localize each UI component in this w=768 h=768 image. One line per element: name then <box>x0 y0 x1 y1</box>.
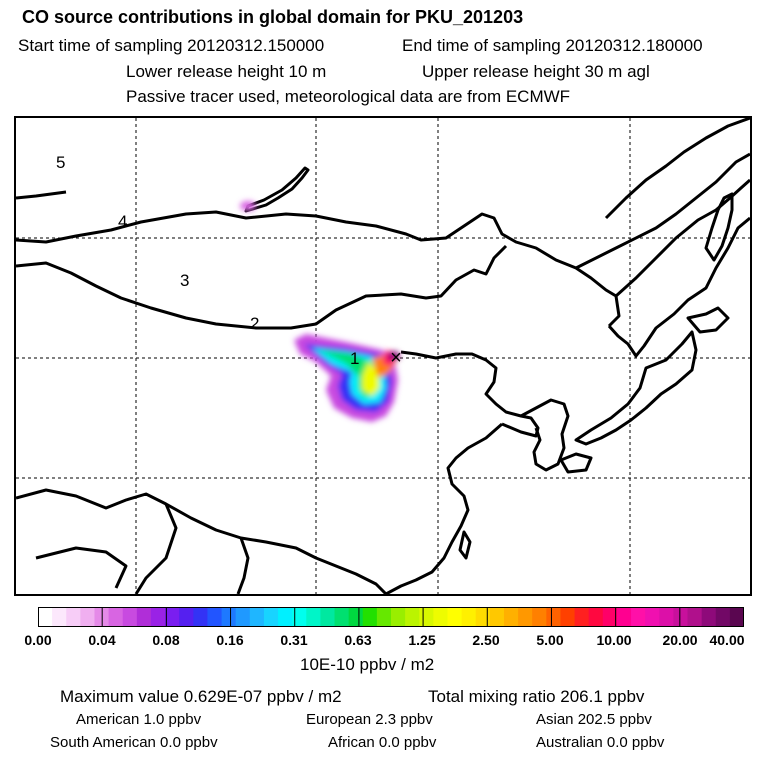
colorbar-tick-8: 5.00 <box>536 632 564 648</box>
trajectory-label-4: 4 <box>118 212 127 231</box>
release-site-marker: × <box>390 347 402 369</box>
map-svg: × 1 2 3 4 5 <box>16 118 750 594</box>
colorbar-cell <box>588 607 604 627</box>
colorbar-cell <box>518 607 533 627</box>
footprint-plume <box>240 201 400 422</box>
colorbar-cell <box>532 607 547 627</box>
upper-release-label: Upper release height 30 m agl <box>422 62 650 81</box>
colorbar-cell <box>235 607 251 627</box>
colorbar-cell <box>348 607 364 627</box>
colorbar <box>38 607 745 627</box>
colorbar-border <box>38 607 744 627</box>
colorbar-cell <box>334 607 350 627</box>
colorbar-cell <box>687 607 703 627</box>
colorbar-cell <box>729 607 745 627</box>
african-contribution: African 0.0 ppbv <box>328 734 437 751</box>
asian-contribution: Asian 202.5 ppbv <box>536 711 652 728</box>
colorbar-cell <box>419 607 434 627</box>
map-panel: × 1 2 3 4 5 <box>14 116 752 596</box>
trajectory-label-5: 5 <box>56 153 65 172</box>
colorbar-cell <box>165 607 180 627</box>
colorbar-cell <box>179 607 194 627</box>
colorbar-cell <box>645 607 660 627</box>
colorbar-cell <box>306 607 321 627</box>
colorbar-tick-6: 1.25 <box>408 632 436 648</box>
colorbar-cell <box>715 607 731 627</box>
trajectory-label-2: 2 <box>250 314 259 333</box>
colorbar-cell <box>193 607 208 627</box>
colorbar-tick-4: 0.31 <box>280 632 308 648</box>
lower-release-label: Lower release height 10 m <box>126 62 327 81</box>
colorbar-cell <box>108 607 124 627</box>
colorbar-cell <box>278 607 293 627</box>
colorbar-cell <box>136 607 152 627</box>
australian-contribution: Australian 0.0 ppbv <box>536 734 665 751</box>
tracer-label: Passive tracer used, meteorological data… <box>126 87 571 106</box>
colorbar-cell <box>38 607 53 627</box>
colorbar-cell <box>405 607 420 627</box>
colorbar-cell <box>391 607 406 627</box>
colorbar-cell <box>80 607 95 627</box>
colorbar-cell <box>631 607 646 627</box>
colorbar-tick-7: 2.50 <box>472 632 500 648</box>
colorbar-cell <box>503 607 519 627</box>
map-title: CO source contributions in global domain… <box>22 7 524 27</box>
colorbar-tick-0: 0.00 <box>24 632 52 648</box>
colorbar-cell <box>263 607 279 627</box>
max-value-label: Maximum value 0.629E-07 ppbv / m2 <box>60 687 342 706</box>
colorbar-cell <box>362 607 378 627</box>
start-time-label: Start time of sampling 20120312.150000 <box>18 36 325 55</box>
colorbar-cell <box>602 607 618 627</box>
colorbar-cell <box>150 607 166 627</box>
colorbar-cell <box>249 607 265 627</box>
colorbar-cell <box>122 607 138 627</box>
colorbar-tick-3: 0.16 <box>216 632 244 648</box>
colorbar-cell <box>574 607 590 627</box>
colorbar-cell <box>66 607 81 627</box>
trajectory-label-1: 1 <box>350 349 359 368</box>
colorbar-tick-9: 10.00 <box>596 632 632 648</box>
colorbar-cell <box>701 607 717 627</box>
colorbar-cell <box>560 607 576 627</box>
colorbar-cell <box>546 607 561 627</box>
colorbar-tick-2: 0.08 <box>152 632 180 648</box>
colorbar-cell <box>433 607 448 627</box>
trajectory-labels: 1 2 3 4 5 <box>56 153 359 368</box>
colorbar-unit-label: 10E-10 ppbv / m2 <box>300 655 435 674</box>
total-mixing-ratio-label: Total mixing ratio 206.1 ppbv <box>428 687 645 706</box>
colorbar-cell <box>52 607 67 627</box>
colorbar-tick-10: 20.00 <box>662 632 698 648</box>
colorbar-cell <box>659 607 674 627</box>
colorbar-cell <box>616 607 632 627</box>
colorbar-cell <box>489 607 505 627</box>
colorbar-svg <box>38 607 745 627</box>
american-contribution: American 1.0 ppbv <box>76 711 202 728</box>
trajectory-label-3: 3 <box>180 271 189 290</box>
colorbar-tick-1: 0.04 <box>88 632 116 648</box>
colorbar-tick-11: 40.00 <box>709 632 745 648</box>
south-american-contribution: South American 0.0 ppbv <box>50 734 218 751</box>
colorbar-cell <box>207 607 223 627</box>
colorbar-tick-5: 0.63 <box>344 632 372 648</box>
colorbar-cell <box>320 607 336 627</box>
european-contribution: European 2.3 ppbv <box>306 711 433 728</box>
colorbar-cell <box>221 607 237 627</box>
colorbar-cell <box>461 607 477 627</box>
coastlines <box>16 118 750 594</box>
colorbar-cell <box>673 607 689 627</box>
end-time-label: End time of sampling 20120312.180000 <box>402 36 703 55</box>
colorbar-cell <box>475 607 491 627</box>
colorbar-cell <box>292 607 307 627</box>
colorbar-cell <box>376 607 392 627</box>
colorbar-cell <box>447 607 463 627</box>
